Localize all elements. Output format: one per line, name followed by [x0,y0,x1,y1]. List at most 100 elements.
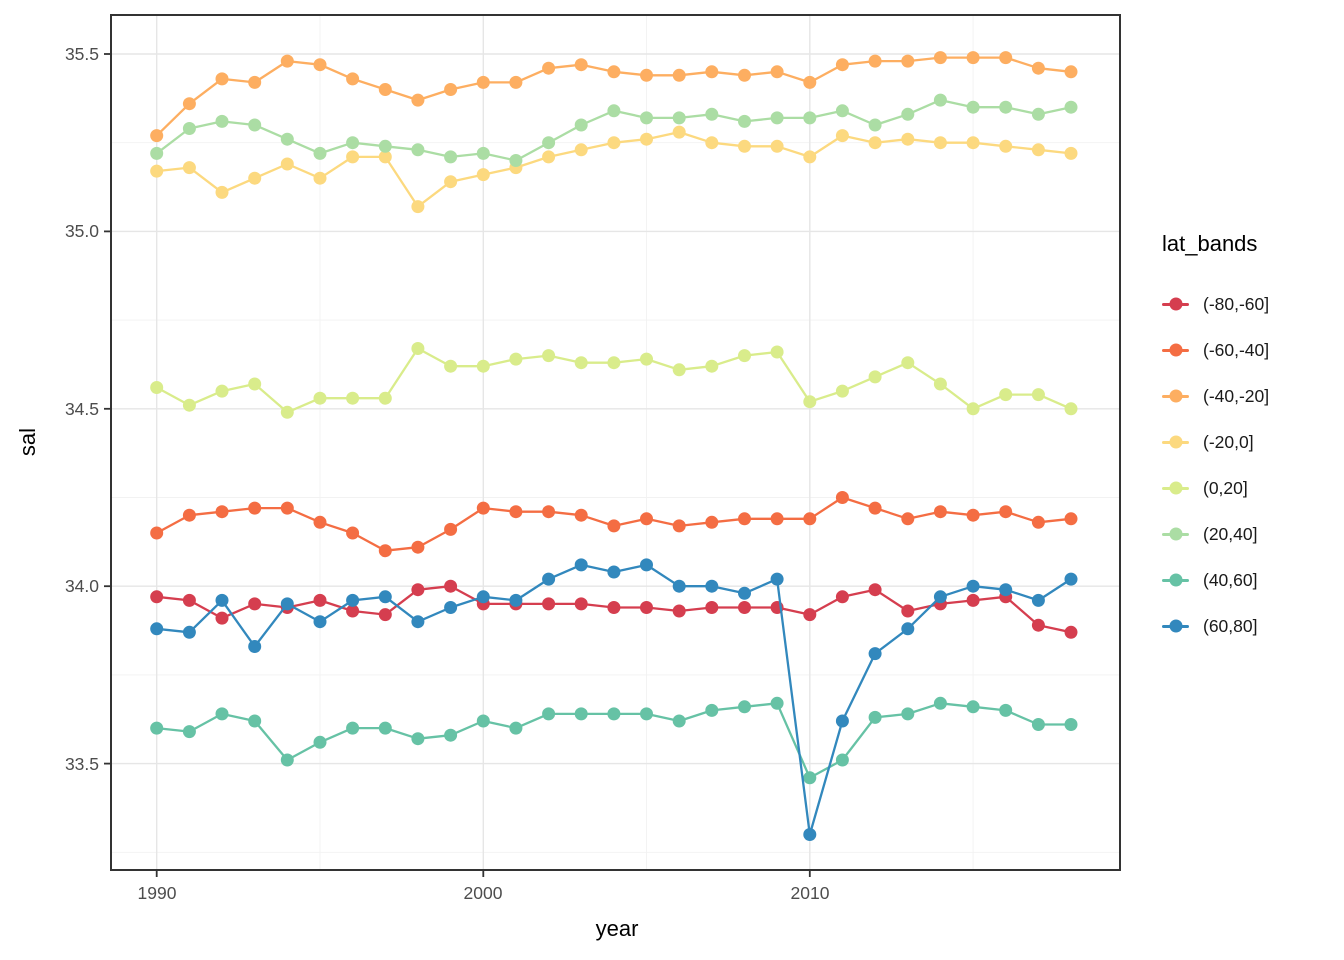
legend-label: (20,40] [1203,523,1258,544]
data-point [476,501,490,515]
y-tick-label: 34.5 [64,399,99,419]
data-point [248,714,262,728]
data-point [574,58,588,72]
data-point [705,136,719,150]
data-point [1064,402,1078,416]
data-point [640,68,653,82]
data-point [542,349,556,363]
data-point [901,54,915,68]
data-point [770,111,784,125]
data-point [868,710,882,724]
data-point [738,68,751,82]
data-point [933,377,947,391]
legend-key-icon [1162,526,1189,542]
data-point [770,512,784,526]
data-point [182,625,196,639]
data-point [411,540,425,554]
data-point [215,707,229,721]
data-point [150,164,164,178]
data-point [542,136,556,150]
legend-entry: (-40,-20] [1162,373,1269,419]
data-point [868,54,882,68]
legend-entries: (-80,-60] (-60,-40] (-40,-20] (-20,0] (0,20]… [1162,281,1269,649]
data-point [607,565,621,579]
data-point [901,622,915,636]
data-point [999,388,1013,402]
data-point [1064,718,1078,731]
data-point [574,597,588,611]
data-point [542,505,556,519]
panel-border [110,14,1121,871]
data-point [215,72,229,86]
data-point [444,83,458,96]
legend-key-dot [1169,389,1182,403]
data-point [835,104,849,118]
data-point [640,558,653,572]
data-point [1031,515,1045,529]
data-point [215,505,229,519]
legend-title: lat_bands [1162,231,1258,256]
data-point [999,51,1013,65]
data-point [346,136,360,150]
legend-label: (40,60] [1203,569,1258,590]
legend: lat_bands (-80,-60] (-60,-40] (-40,-20] (-2… [1162,231,1269,649]
data-point [835,753,849,767]
data-point [933,505,947,519]
data-point [1031,61,1045,75]
data-point [966,700,980,714]
data-point [542,597,556,611]
data-point [182,398,196,412]
data-point [672,519,686,533]
data-point [640,601,653,614]
data-point [835,590,849,604]
data-point [411,143,425,157]
data-point [542,150,556,164]
data-point [182,161,196,175]
data-point [574,707,588,721]
data-point [1031,718,1045,731]
data-point [476,75,490,89]
data-point [640,352,653,366]
data-point [411,342,425,355]
data-point [933,590,947,604]
data-point [640,512,653,526]
data-point [868,647,882,661]
data-point [509,154,523,167]
data-point [607,65,621,79]
data-point [738,114,751,128]
data-point [280,597,294,611]
data-point [215,384,229,398]
data-point [444,601,458,614]
data-point [640,111,653,125]
data-point [150,146,164,160]
data-point [607,104,621,118]
data-point [248,118,262,132]
legend-label: (60,80] [1203,615,1258,636]
data-point [1064,625,1078,639]
data-point [1031,143,1045,157]
data-point [346,526,360,540]
data-point [640,707,653,721]
data-point [313,735,327,749]
legend-key-icon [1162,296,1189,312]
data-point [738,512,751,526]
data-point [868,136,882,150]
data-point [868,118,882,132]
data-point [868,501,882,515]
data-point [1031,107,1045,121]
data-point [248,501,262,515]
data-point [672,579,686,593]
data-point [248,75,262,89]
data-point [966,402,980,416]
data-point [574,508,588,522]
data-point [280,132,294,146]
data-point [999,583,1013,597]
data-point [280,157,294,171]
data-point [966,136,980,150]
legend-key-icon [1162,572,1189,588]
data-point [966,593,980,607]
data-point [313,593,327,607]
data-point [1064,100,1078,114]
legend-key-icon [1162,388,1189,404]
